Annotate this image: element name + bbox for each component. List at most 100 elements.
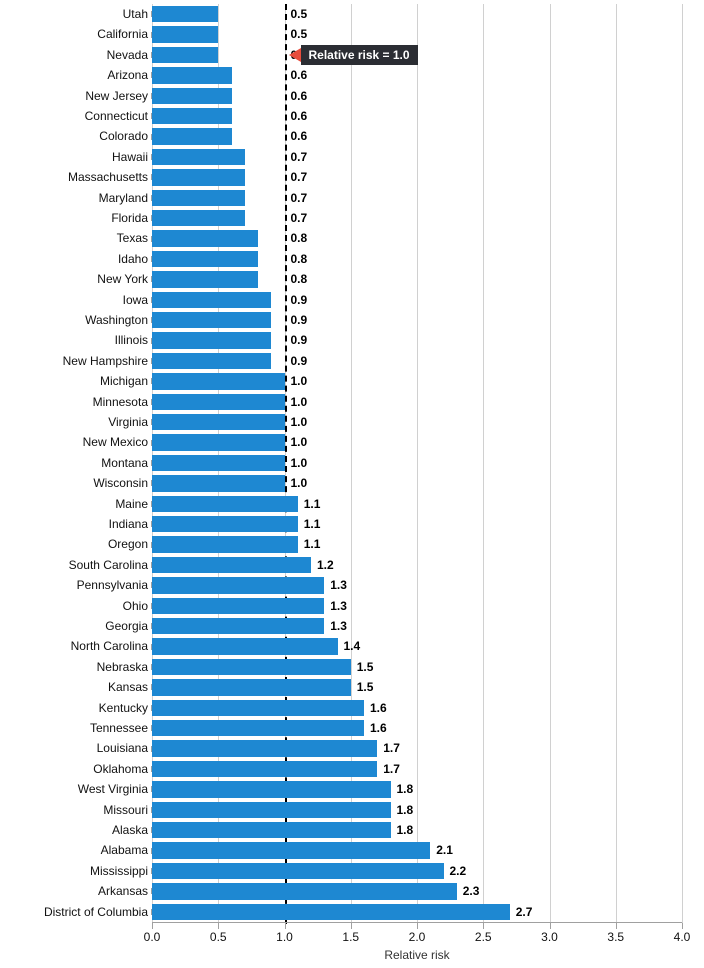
bar xyxy=(152,638,338,654)
table-row: Arkansas2.3 xyxy=(0,881,704,901)
table-row: New Mexico1.0 xyxy=(0,432,704,452)
table-row: Maryland 0.7 xyxy=(0,188,704,208)
value-label: 0.5 xyxy=(291,24,308,44)
category-label: California xyxy=(97,24,148,44)
bar xyxy=(152,373,285,389)
value-label: 1.0 xyxy=(291,453,308,473)
annotation: Relative risk = 1.0 xyxy=(289,45,418,65)
x-tick-label: 1.0 xyxy=(276,930,293,944)
x-tick-label: 0.5 xyxy=(210,930,227,944)
value-label: 1.7 xyxy=(383,759,400,779)
value-label: 1.3 xyxy=(330,616,347,636)
value-label: 0.5 xyxy=(291,4,308,24)
value-label: 0.7 xyxy=(291,188,308,208)
table-row: Illinois 0.9 xyxy=(0,330,704,350)
value-label: 0.9 xyxy=(291,330,308,350)
value-label: 0.9 xyxy=(291,290,308,310)
bar xyxy=(152,598,324,614)
value-label: 1.4 xyxy=(344,636,361,656)
category-label: Nebraska xyxy=(97,657,148,677)
value-label: 0.9 xyxy=(291,351,308,371)
x-tick xyxy=(550,923,551,929)
bar xyxy=(152,26,218,42)
bar xyxy=(152,108,232,124)
value-label: 1.0 xyxy=(291,412,308,432)
bar xyxy=(152,536,298,552)
category-label: Illinois xyxy=(115,330,148,350)
bar xyxy=(152,230,258,246)
x-tick xyxy=(285,923,286,929)
x-tick xyxy=(682,923,683,929)
table-row: Idaho0.8 xyxy=(0,249,704,269)
annotation-text: Relative risk = 1.0 xyxy=(301,45,418,65)
category-label: Hawaii xyxy=(112,147,148,167)
value-label: 1.8 xyxy=(397,779,414,799)
value-label: 1.5 xyxy=(357,677,374,697)
table-row: Connecticut0.6 xyxy=(0,106,704,126)
bar xyxy=(152,496,298,512)
value-label: 1.5 xyxy=(357,657,374,677)
table-row: Hawaii0.7 xyxy=(0,147,704,167)
category-label: District of Columbia xyxy=(44,902,148,922)
table-row: Pennsylvania1.3 xyxy=(0,575,704,595)
value-label: 1.2 xyxy=(317,555,334,575)
table-row: Oklahoma 1.7 xyxy=(0,759,704,779)
bar xyxy=(152,557,311,573)
table-row: Indiana1.1 xyxy=(0,514,704,534)
bar xyxy=(152,6,218,22)
category-label: Colorado xyxy=(99,126,148,146)
bar xyxy=(152,577,324,593)
x-tick xyxy=(483,923,484,929)
bar xyxy=(152,414,285,430)
value-label: 1.8 xyxy=(397,820,414,840)
relative-risk-bar-chart: Utah0.5California0.5Nevada0.5Arizona0.6N… xyxy=(0,0,704,968)
category-label: New Mexico xyxy=(83,432,148,452)
value-label: 1.8 xyxy=(397,800,414,820)
bar xyxy=(152,455,285,471)
category-label: Indiana xyxy=(109,514,148,534)
bar xyxy=(152,720,364,736)
category-label: Missouri xyxy=(103,800,148,820)
value-label: 0.7 xyxy=(291,208,308,228)
bar xyxy=(152,67,232,83)
category-label: North Carolina xyxy=(71,636,148,656)
bar xyxy=(152,434,285,450)
x-tick-label: 2.0 xyxy=(409,930,426,944)
category-label: Iowa xyxy=(123,290,148,310)
table-row: Virginia1.0 xyxy=(0,412,704,432)
bar xyxy=(152,475,285,491)
value-label: 0.8 xyxy=(291,269,308,289)
x-tick-label: 0.0 xyxy=(144,930,161,944)
category-label: New Jersey xyxy=(85,86,148,106)
table-row: California 0.5 xyxy=(0,24,704,44)
table-row: Louisiana1.7 xyxy=(0,738,704,758)
table-row: Montana 1.0 xyxy=(0,453,704,473)
category-label: Oregon xyxy=(108,534,148,554)
value-label: 1.6 xyxy=(370,718,387,738)
annotation-arrow-icon xyxy=(289,48,301,62)
bar xyxy=(152,169,245,185)
table-row: Georgia 1.3 xyxy=(0,616,704,636)
table-row: Florida0.7 xyxy=(0,208,704,228)
value-label: 1.0 xyxy=(291,371,308,391)
category-label: Georgia xyxy=(105,616,148,636)
category-label: Oklahoma xyxy=(93,759,148,779)
table-row: Iowa 0.9 xyxy=(0,290,704,310)
value-label: 1.3 xyxy=(330,575,347,595)
value-label: 1.0 xyxy=(291,473,308,493)
category-label: Alabama xyxy=(101,840,148,860)
category-label: Maryland xyxy=(99,188,148,208)
category-label: Louisiana xyxy=(97,738,148,758)
category-label: Arkansas xyxy=(98,881,148,901)
value-label: 0.9 xyxy=(291,310,308,330)
table-row: New Hampshire 0.9 xyxy=(0,351,704,371)
value-label: 2.7 xyxy=(516,902,533,922)
category-label: Montana xyxy=(101,453,148,473)
category-label: New Hampshire xyxy=(63,351,148,371)
x-tick-label: 1.5 xyxy=(342,930,359,944)
value-label: 0.6 xyxy=(291,65,308,85)
table-row: Texas0.8 xyxy=(0,228,704,248)
table-row: New Jersey0.6 xyxy=(0,86,704,106)
x-tick xyxy=(152,923,153,929)
table-row: West Virginia1.8 xyxy=(0,779,704,799)
